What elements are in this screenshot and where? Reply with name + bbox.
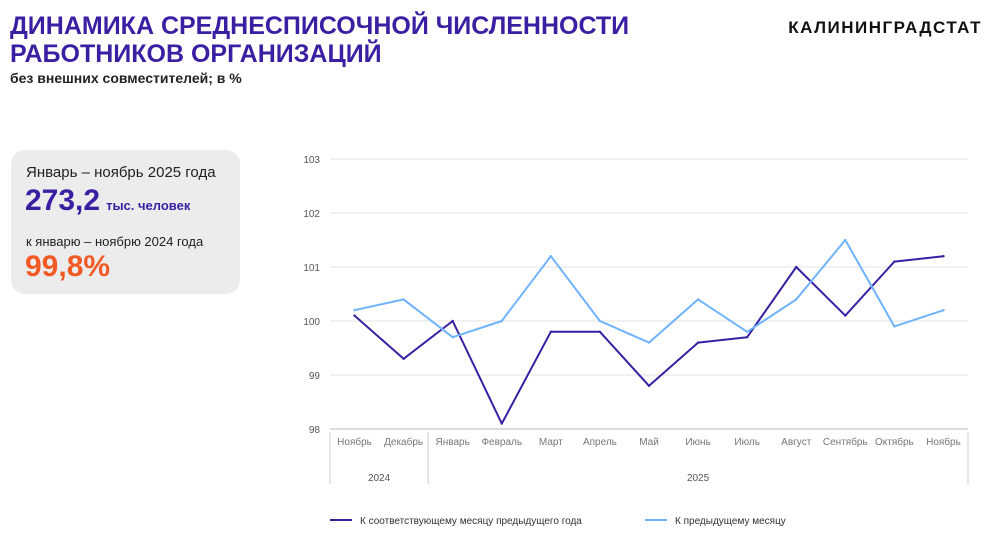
x-tick-label: Ноябрь: [926, 436, 961, 448]
data-point: [795, 265, 798, 269]
card-compare-label: к январю – ноябрю 2024 года: [26, 234, 204, 249]
y-tick-label: 98: [309, 425, 321, 436]
x-tick-label: Сентябрь: [823, 436, 868, 448]
series-line: [353, 255, 944, 425]
data-point: [549, 330, 553, 333]
y-tick-label: 102: [303, 209, 320, 220]
x-tick-label: Июнь: [685, 437, 710, 448]
data-point: [696, 341, 700, 344]
card-value-number: 273,2: [25, 184, 101, 217]
data-point: [353, 309, 356, 312]
data-point: [353, 314, 356, 317]
data-point: [402, 298, 405, 301]
page-subtitle: без внешних совместителей; в %: [10, 70, 242, 86]
data-point: [549, 255, 553, 258]
data-point: [647, 384, 651, 387]
y-tick-label: 100: [303, 317, 320, 328]
y-tick-label: 103: [303, 155, 320, 166]
data-point: [402, 357, 405, 360]
data-point: [451, 319, 454, 323]
data-point: [598, 319, 602, 323]
data-point: [598, 330, 602, 333]
card-period: Январь – ноябрь 2025 года: [26, 164, 216, 181]
page-title: ДИНАМИКА СРЕДНЕСПИСОЧНОЙ ЧИСЛЕННОСТИ РАБ…: [10, 12, 630, 68]
data-point: [942, 309, 945, 312]
x-tick-label: Апрель: [583, 437, 617, 448]
data-point: [844, 238, 847, 242]
card-value: 273,2 тыс. человек: [25, 184, 190, 218]
x-tick-label: Ноябрь: [337, 436, 372, 448]
x-tick-label: Декабрь: [384, 436, 423, 448]
card-unit: тыс. человек: [106, 198, 191, 213]
brand-logo: КАЛИНИНГРАДСТАТ: [788, 18, 982, 37]
card-compare-value: 99,8%: [25, 250, 111, 283]
x-tick-label: Июль: [734, 437, 760, 448]
legend-label: К соответствующему месяцу предыдущего го…: [360, 516, 582, 527]
x-tick-label: Май: [639, 437, 659, 448]
series-line: [354, 239, 944, 344]
data-point: [893, 260, 896, 263]
x-tick-label: Октябрь: [875, 436, 914, 448]
summary-card: Январь – ноябрь 2025 года 273,2 тыс. чело…: [11, 150, 240, 294]
x-tick-label: Август: [781, 437, 812, 448]
year-label: 2025: [687, 473, 710, 484]
y-tick-label: 99: [309, 371, 321, 382]
data-point: [500, 319, 503, 323]
data-point: [745, 330, 749, 333]
x-tick-label: Февраль: [481, 437, 522, 448]
data-point: [745, 336, 749, 339]
data-point: [696, 298, 700, 301]
data-point: [451, 336, 454, 339]
x-tick-label: Март: [539, 437, 563, 448]
year-label: 2024: [368, 473, 391, 484]
data-point: [942, 255, 945, 258]
data-point: [893, 325, 896, 328]
x-tick-label: Январь: [436, 437, 470, 448]
legend-label: К предыдущему месяцу: [675, 516, 786, 527]
data-point: [647, 341, 651, 344]
data-point: [795, 298, 798, 301]
data-point: [844, 314, 847, 317]
y-tick-label: 101: [303, 263, 320, 274]
data-point: [500, 422, 503, 425]
